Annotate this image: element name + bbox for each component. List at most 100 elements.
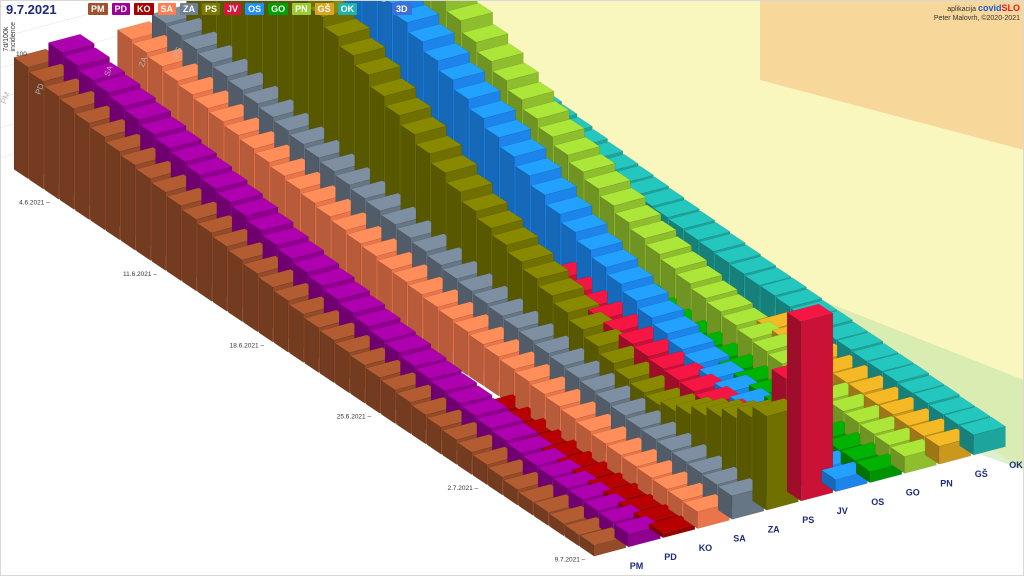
region-legend: PM PD KO SA ZA PS JV OS GO PN GŠ OK [88,3,358,15]
region-label-go: GO [906,488,920,498]
date-tick-label: 18.6.2021 – [230,342,265,349]
legend-item-gš[interactable]: GŠ [314,3,334,15]
bar-os-12-top [438,61,486,81]
bar-os-37-top [821,461,868,480]
bar-os-21-top [576,232,624,251]
bar-pd-24-top [415,360,462,379]
bar-pd-21-top [369,322,417,341]
bar-pm-35-top [549,505,596,524]
legend-item-pd[interactable]: PD [111,3,131,15]
bar-pd-8-top [170,143,218,162]
bar-pd-25-top [430,372,478,392]
back-region-label-pd: PD [34,82,46,96]
legend-item-ko[interactable]: KO [134,3,154,15]
legend-item-os[interactable]: OS [245,3,265,15]
bar-pm-18-side [289,304,304,363]
legend-item-pn[interactable]: PN [292,3,311,15]
legend-item-pm[interactable]: PM [88,3,108,15]
bar-os-17-top [515,157,562,177]
bar-ps-16-top [430,154,478,174]
y-axis-label-line2: incidence [10,22,17,52]
back-region-label-za: ZA [137,55,149,68]
bar-ps-37-side [752,406,767,511]
back-region-label-pm: PM [0,90,12,105]
bar-ok-18-top [668,210,716,230]
bar-ps-21-top [507,243,555,263]
region-label-gš: GŠ [975,468,988,479]
bar-os-11-top [423,42,471,62]
bar-ps-13-top [384,97,432,116]
bar-ko-37-top [648,515,696,534]
bar-pd-3-top [93,74,141,93]
bar-pn-11-top [492,62,540,81]
bar-pn-17-top [584,170,631,190]
bar-ok-34-top [913,385,960,404]
bar-os-10-top [408,23,455,42]
bar-ok-36-top [943,406,991,425]
bar-os-20-top [561,214,608,233]
bar-os-14-top [469,100,516,119]
bar-ps-23-top [537,277,585,297]
brand-covid[interactable]: covid [977,3,1002,13]
bar-pm-8-side [136,168,151,261]
bar-os-25-top [637,299,685,319]
legend-item-jv[interactable]: JV [224,3,242,15]
bar-pn-12-top [507,81,555,100]
bar-pm-15-side [243,263,258,333]
bar-pd-6-top [139,116,187,135]
region-label-ps: PS [802,515,814,525]
bar-pm-36-top [564,516,612,536]
legend-item-ps[interactable]: PS [202,3,221,15]
view-3d-button[interactable]: 3D [392,3,412,15]
bar-go-36-top [840,442,888,461]
bar-os-23-top [606,265,654,285]
y-tick-label: 100 [16,51,27,58]
bar-ps-11-top [354,56,402,76]
bar-pd-9-top [185,157,233,176]
legend-item-go[interactable]: GO [268,3,289,15]
bar-os-26-top [652,315,700,334]
bg-plane-orange [760,0,1024,150]
date-tick-label: 25.6.2021 – [337,414,372,421]
bar-pd-29-top [491,422,539,442]
bar-os-19-top [545,196,593,215]
bar-pn-20-top [630,220,677,239]
credit-prefix: aplikacija [947,6,977,13]
bar-pn-21-top [645,236,693,255]
bar-pd-12-top [231,197,279,217]
bar-ps-14-top [400,116,447,135]
bar-ps-10-top [339,37,386,56]
bar-pn-23-top [675,265,723,284]
bar-ok-35-top [928,396,976,415]
bar-ps-24-top [553,294,600,313]
bar-pd-13-top [246,212,294,231]
bar-pm-12-side [197,223,212,302]
bar-os-22-top [591,249,639,268]
bar-os-15-top [484,119,532,138]
bar-ps-18-top [461,193,509,212]
bar-pm-9-side [151,182,166,271]
bar-pm-11-side [182,209,197,292]
bar-pm-5-side [90,127,105,231]
bar-pn-13-top [522,100,570,120]
bar-ok-30-top [852,343,899,362]
legend-item-sa[interactable]: SA [157,3,177,15]
bar-pd-14-top [262,227,309,246]
credit-author: Peter Malovrh, ©2020-2021 [933,15,1020,22]
bar-pm-4-side [74,113,90,220]
brand-slo[interactable]: SLO [1001,3,1020,13]
bar-ok-17-top [653,199,700,218]
bar-pd-23-top [399,348,447,367]
bar-pd-18-top [323,281,371,300]
bar-os-27-top [668,331,715,350]
y-axis-label: 7d/100k incidence [3,22,17,52]
bar-pd-28-top [476,410,524,429]
legend-item-ok[interactable]: OK [337,3,358,15]
bar-os-28-top [683,346,731,365]
back-region-label-ps: PS [172,46,184,59]
legend-item-za[interactable]: ZA [180,3,199,15]
bar-pd-7-top [155,129,202,149]
bar-pd-5-top [124,101,172,121]
date-title: 9.7.2021 [6,2,57,17]
